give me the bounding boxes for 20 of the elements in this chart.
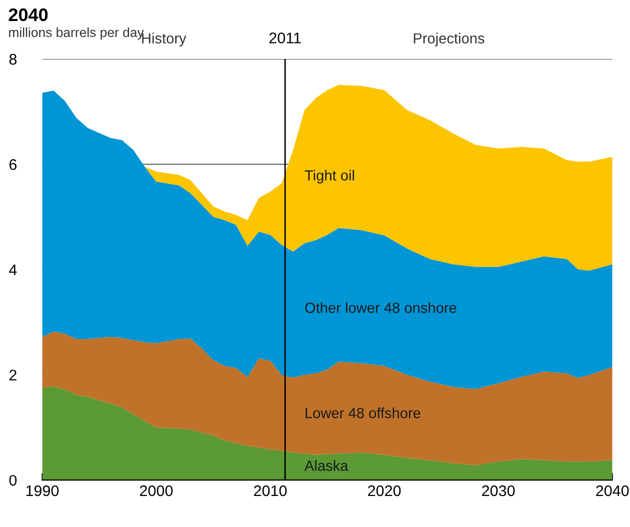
x-tick-label: 2010: [254, 485, 287, 496]
x-tick-label: 2000: [140, 485, 173, 496]
y-tick-label: 6: [9, 159, 17, 170]
series-label: Other lower 48 onshore: [305, 302, 456, 313]
ref-line-label: 2011: [269, 32, 301, 44]
x-tick-label: 1990: [26, 485, 59, 496]
y-tick-label: 2: [9, 370, 16, 380]
chart-title: 2040: [8, 8, 48, 22]
y-axis-title: millions barrels per day: [9, 27, 144, 40]
x-tick-label: 2020: [368, 485, 401, 496]
y-tick-label: 4: [9, 264, 17, 276]
y-tick-label: 8: [9, 54, 17, 65]
series-label: Alaska: [304, 460, 348, 471]
x-tick-label: 2030: [482, 485, 515, 496]
text: History: [142, 32, 186, 46]
x-tick-label: 2040: [596, 485, 629, 496]
series-label: Lower 48 offshore: [306, 408, 420, 418]
series-label: Tight oil: [304, 170, 354, 184]
y-tick-label: 0: [9, 474, 17, 486]
text: Projections: [414, 32, 484, 46]
